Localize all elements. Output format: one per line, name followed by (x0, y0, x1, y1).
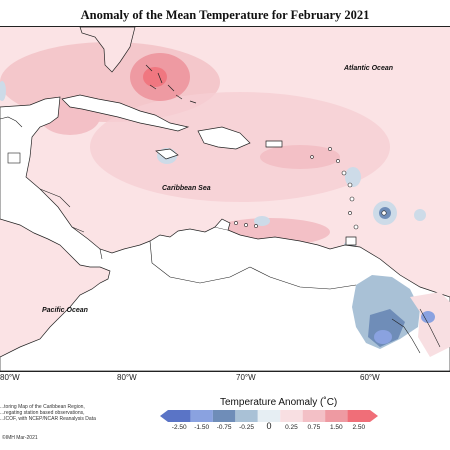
colorbar-segment (160, 410, 191, 422)
copyright-text: ©IMH Mar-2021 (2, 435, 38, 441)
lon-label-70w: 70°W (236, 373, 256, 382)
abc-islands (234, 221, 258, 228)
lon-label-80w: 80°W (117, 373, 137, 382)
guiana-cool-spot-east (421, 311, 435, 323)
map-title: Anomaly of the Mean Temperature for Febr… (80, 8, 370, 22)
colorbar-segment (280, 410, 303, 422)
legend-title: Temperature Anomaly (˚C) (220, 397, 338, 408)
colorbar-tick-label: -0.25 (239, 424, 254, 431)
border-colombia-venezuela (149, 240, 251, 284)
hispaniola-island (197, 126, 251, 150)
colorbar-segment (325, 410, 348, 422)
border-guatemala-honduras (39, 188, 71, 208)
colorbar (160, 410, 378, 422)
anomaly-patch-eastern-caribbean (260, 145, 340, 169)
colorbar-tick-label: -2.50 (171, 424, 187, 431)
cool-spot-atlantic (414, 209, 426, 221)
belize-outline (7, 152, 21, 164)
cool-spot-caribbean-south (254, 216, 270, 226)
label-atlantic-ocean: Atlantic Ocean (344, 65, 394, 72)
map-frame: Atlantic Ocean Caribbean Sea Pacific Oce… (0, 26, 450, 372)
guiana-cool-peak (374, 330, 392, 344)
bahamas-islands (145, 64, 197, 104)
border-venezuela-south (249, 266, 357, 290)
colorbar-tick-label: 1.50 (330, 424, 343, 431)
anomaly-map (0, 27, 450, 371)
guiana-warm-region (410, 292, 450, 357)
colorbar-segment (347, 410, 378, 422)
cuba-island (61, 94, 190, 132)
colorbar-segment (212, 410, 236, 422)
border-honduras-nicaragua (71, 226, 85, 233)
anomaly-patch-bahamas-core (143, 67, 167, 87)
border-suriname-guiana (419, 308, 441, 348)
puerto-rico-island (265, 140, 283, 148)
credit-text: ...toring Map of the Caribbean Region, .… (0, 404, 110, 422)
colorbar-tick-label: 2.50 (352, 424, 366, 431)
credit-line-2: ...regating station based observations, (0, 410, 85, 416)
colorbar-tick-label: 0.25 (285, 424, 298, 431)
colorbar-tick-label: 0 (266, 421, 272, 431)
colorbar-tick-label: -1.50 (194, 424, 210, 431)
border-nicaragua-costarica (99, 248, 103, 260)
guajira-peninsula (214, 218, 231, 231)
colorbar-segment (302, 410, 326, 422)
credit-line-1: ...toring Map of the Caribbean Region, (0, 404, 85, 410)
yucatan-coast (0, 116, 23, 128)
colorbar-segment (235, 410, 258, 422)
colorbar-segment (190, 410, 213, 422)
colorbar-tick-label: 0.75 (307, 424, 321, 431)
colorbar-tick-label: -0.75 (216, 424, 232, 431)
label-caribbean-sea: Caribbean Sea (162, 185, 211, 192)
label-pacific-ocean: Pacific Ocean (42, 307, 88, 314)
lon-label-left: 80°W (0, 373, 20, 382)
cool-spot-gulf-edge (0, 81, 6, 101)
border-guyana-suriname (391, 318, 421, 354)
colorbar-segment (257, 410, 281, 422)
lon-label-60w: 60°W (360, 373, 380, 382)
lesser-antilles-islands (310, 147, 387, 230)
florida-outline (79, 27, 136, 73)
credit-line-3: ...ICOF, with NCEP/NCAR Reanalysis Data (0, 416, 96, 422)
cool-spot-antilles (345, 167, 361, 187)
jamaica-island (155, 148, 179, 160)
trinidad-island (345, 236, 357, 246)
